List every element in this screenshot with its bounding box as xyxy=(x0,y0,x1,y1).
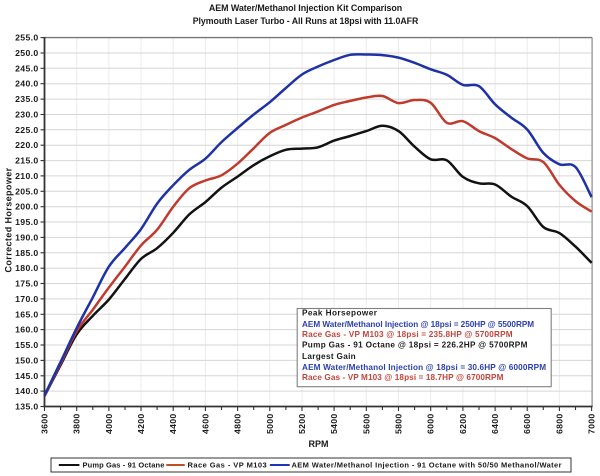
svg-text:190.0: 190.0 xyxy=(15,232,39,242)
svg-text:5400: 5400 xyxy=(329,413,339,434)
svg-text:160.0: 160.0 xyxy=(15,325,39,335)
svg-text:185.0: 185.0 xyxy=(15,248,39,258)
svg-text:135.0: 135.0 xyxy=(15,402,39,412)
svg-text:AEM Water/Methanol Injection @: AEM Water/Methanol Injection @ 18psi = 2… xyxy=(302,320,534,329)
svg-text:Corrected Horsepower: Corrected Horsepower xyxy=(3,167,13,272)
svg-text:Race Gas - VP M103: Race Gas - VP M103 xyxy=(188,461,268,470)
svg-text:210.0: 210.0 xyxy=(15,171,39,181)
svg-text:235.0: 235.0 xyxy=(15,94,39,104)
svg-text:205.0: 205.0 xyxy=(15,186,39,196)
svg-text:Race Gas - VP M103 @ 18psi = 2: Race Gas - VP M103 @ 18psi = 235.8HP @ 5… xyxy=(302,330,513,339)
svg-text:7000: 7000 xyxy=(587,413,597,434)
svg-text:5600: 5600 xyxy=(361,413,371,434)
svg-text:245.0: 245.0 xyxy=(15,63,39,73)
svg-text:5200: 5200 xyxy=(297,413,307,434)
svg-text:6600: 6600 xyxy=(522,413,532,434)
svg-text:Pump Gas - 91 Octane: Pump Gas - 91 Octane xyxy=(83,461,165,470)
svg-text:Pump Gas - 91 Octane @ 18psi =: Pump Gas - 91 Octane @ 18psi = 226.2HP @… xyxy=(302,341,528,350)
svg-text:Largest Gain: Largest Gain xyxy=(302,352,356,361)
svg-text:220.0: 220.0 xyxy=(15,140,39,150)
svg-text:6400: 6400 xyxy=(490,413,500,434)
svg-text:180.0: 180.0 xyxy=(15,263,39,273)
svg-text:255.0: 255.0 xyxy=(15,33,39,43)
svg-text:6800: 6800 xyxy=(554,413,564,434)
svg-text:3800: 3800 xyxy=(72,413,82,434)
svg-text:4800: 4800 xyxy=(233,413,243,434)
svg-text:225.0: 225.0 xyxy=(15,125,39,135)
svg-text:5000: 5000 xyxy=(265,413,275,434)
svg-text:200.0: 200.0 xyxy=(15,202,39,212)
svg-text:145.0: 145.0 xyxy=(15,371,39,381)
svg-text:175.0: 175.0 xyxy=(15,279,39,289)
svg-text:Plymouth Laser Turbo - All Run: Plymouth Laser Turbo - All Runs at 18psi… xyxy=(193,16,419,26)
svg-text:250.0: 250.0 xyxy=(15,48,39,58)
svg-text:4400: 4400 xyxy=(168,413,178,434)
svg-text:6000: 6000 xyxy=(426,413,436,434)
svg-text:195.0: 195.0 xyxy=(15,217,39,227)
svg-text:150.0: 150.0 xyxy=(15,355,39,365)
svg-text:AEM Water/Methanol Injection K: AEM Water/Methanol Injection Kit Compari… xyxy=(209,3,402,13)
svg-text:Peak Horsepower: Peak Horsepower xyxy=(302,309,378,318)
svg-text:4200: 4200 xyxy=(136,413,146,434)
svg-text:4600: 4600 xyxy=(200,413,210,434)
svg-text:4000: 4000 xyxy=(104,413,114,434)
svg-text:165.0: 165.0 xyxy=(15,309,39,319)
svg-text:240.0: 240.0 xyxy=(15,79,39,89)
svg-text:AEM Water/Methanol Injection -: AEM Water/Methanol Injection - 91 Octane… xyxy=(292,461,562,470)
svg-text:155.0: 155.0 xyxy=(15,340,39,350)
svg-text:RPM: RPM xyxy=(309,439,329,449)
svg-text:6200: 6200 xyxy=(458,413,468,434)
svg-text:140.0: 140.0 xyxy=(15,386,39,396)
svg-text:Race Gas - VP M103 @ 18psi = 1: Race Gas - VP M103 @ 18psi = 18.7HP @ 67… xyxy=(302,373,504,382)
svg-text:170.0: 170.0 xyxy=(15,294,39,304)
svg-text:215.0: 215.0 xyxy=(15,156,39,166)
svg-text:AEM Water/Methanol Injection @: AEM Water/Methanol Injection @ 18psi = 3… xyxy=(302,363,546,372)
svg-text:3600: 3600 xyxy=(40,413,50,434)
svg-text:5800: 5800 xyxy=(394,413,404,434)
svg-text:230.0: 230.0 xyxy=(15,110,39,120)
